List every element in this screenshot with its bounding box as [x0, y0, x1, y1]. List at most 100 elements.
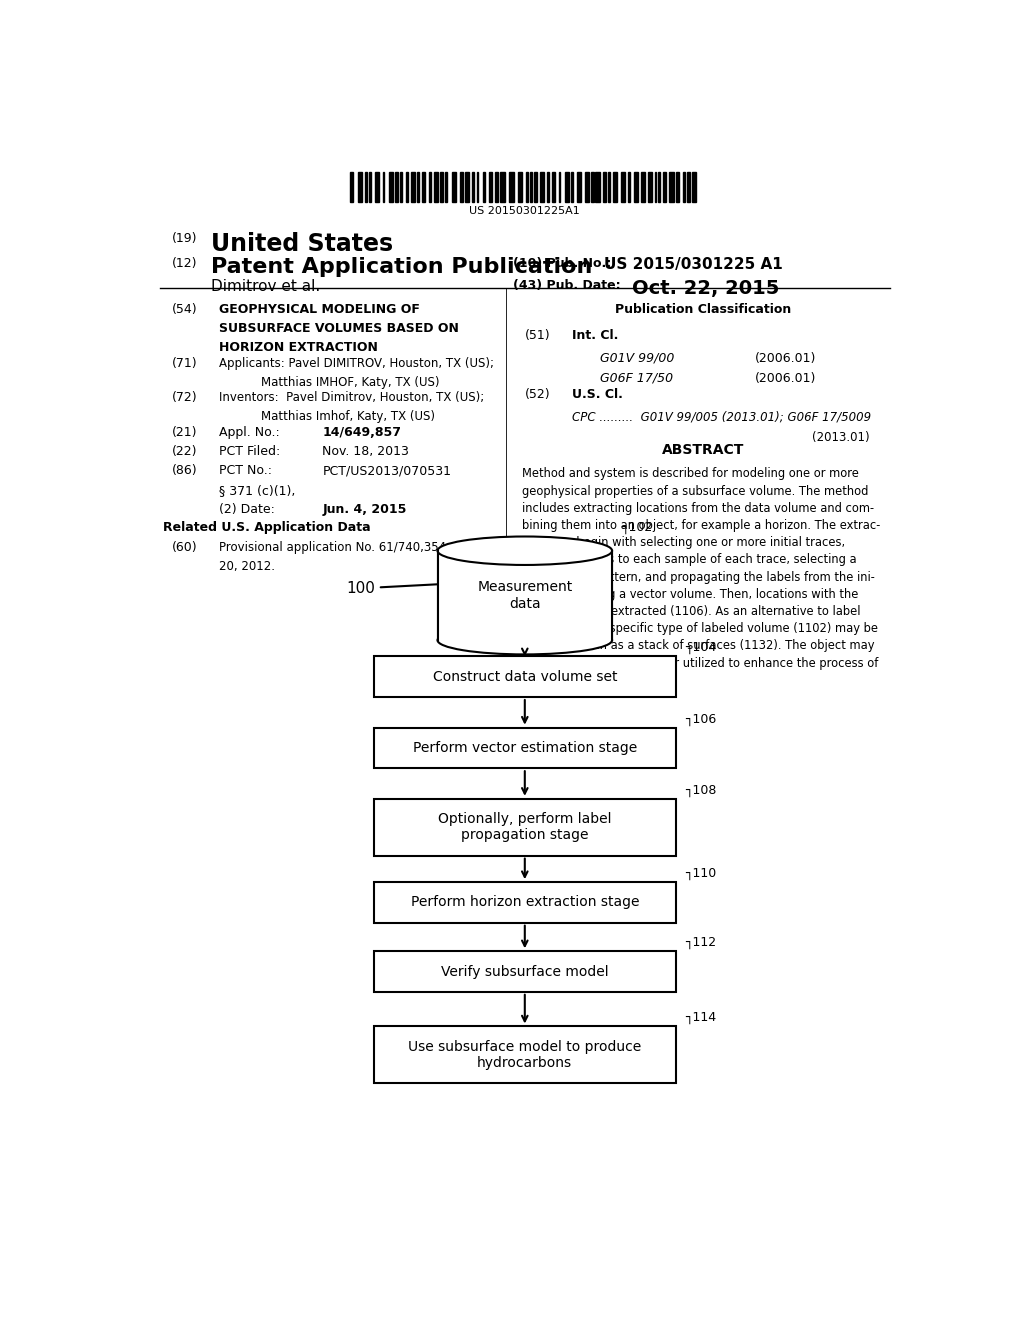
Text: PCT Filed:: PCT Filed: [219, 445, 281, 458]
Bar [565, 172, 569, 202]
Bar [553, 172, 555, 202]
Bar [540, 172, 544, 202]
Text: Oct. 22, 2015: Oct. 22, 2015 [632, 280, 779, 298]
Bar [429, 172, 431, 202]
Text: PCT/US2013/070531: PCT/US2013/070531 [323, 465, 452, 478]
Text: CPC .........  G01V 99/005 (2013.01); G06F 17/5009: CPC ......... G01V 99/005 (2013.01); G06… [572, 411, 871, 424]
Text: (22): (22) [172, 445, 198, 458]
Bar [648, 172, 651, 202]
Bar [365, 172, 367, 202]
Text: Matthias Imhof, Katy, TX (US): Matthias Imhof, Katy, TX (US) [261, 411, 435, 424]
Text: 14/649,857: 14/649,857 [323, 426, 401, 438]
Text: PCT No.:: PCT No.: [219, 465, 272, 478]
Bar [383, 172, 384, 202]
Bar [439, 172, 443, 202]
Bar [411, 172, 415, 202]
Text: (54): (54) [172, 302, 198, 315]
Text: SUBSURFACE VOLUMES BASED ON: SUBSURFACE VOLUMES BASED ON [219, 322, 459, 335]
FancyBboxPatch shape [374, 952, 676, 991]
Bar [559, 172, 560, 202]
Ellipse shape [437, 536, 612, 565]
Text: Measurement
data: Measurement data [477, 581, 572, 611]
Text: Related U.S. Application Data: Related U.S. Application Data [163, 521, 371, 535]
Text: (21): (21) [172, 426, 198, 438]
Bar [406, 172, 409, 202]
Text: U.S. Cl.: U.S. Cl. [572, 388, 624, 401]
Bar [683, 172, 685, 202]
Text: (2006.01): (2006.01) [755, 351, 816, 364]
Bar [395, 172, 397, 202]
Text: Patent Application Publication: Patent Application Publication [211, 257, 593, 277]
Bar [375, 172, 379, 202]
Bar [628, 172, 630, 202]
Bar [596, 172, 600, 202]
Bar [417, 172, 419, 202]
Text: 100: 100 [346, 581, 453, 595]
Bar [445, 172, 447, 202]
Bar [483, 172, 485, 202]
Text: Inventors:  Pavel Dimitrov, Houston, TX (US);: Inventors: Pavel Dimitrov, Houston, TX (… [219, 391, 484, 404]
Bar [434, 172, 438, 202]
Text: ┐104: ┐104 [685, 642, 717, 655]
Text: (2013.01): (2013.01) [812, 430, 870, 444]
Bar [658, 172, 659, 202]
Text: ┐112: ┐112 [685, 936, 716, 949]
Bar [518, 172, 521, 202]
Text: Jun. 4, 2015: Jun. 4, 2015 [323, 503, 407, 516]
Bar [465, 172, 469, 202]
Text: Matthias IMHOF, Katy, TX (US): Matthias IMHOF, Katy, TX (US) [261, 376, 440, 389]
Text: Method and system is described for modeling one or more
geophysical properties o: Method and system is described for model… [522, 467, 881, 686]
Text: (72): (72) [172, 391, 198, 404]
Bar [621, 172, 625, 202]
Bar [613, 172, 616, 202]
Text: Use subsurface model to produce
hydrocarbons: Use subsurface model to produce hydrocar… [409, 1040, 641, 1071]
Bar [489, 172, 492, 202]
Bar [578, 172, 581, 202]
Bar [641, 172, 645, 202]
Bar [687, 172, 689, 202]
Bar [692, 172, 696, 202]
Text: ┐114: ┐114 [685, 1011, 716, 1024]
Bar [547, 172, 549, 202]
Bar [526, 172, 528, 202]
Text: ┐108: ┐108 [685, 784, 717, 797]
Text: (2006.01): (2006.01) [755, 372, 816, 385]
Bar [501, 172, 505, 202]
Text: US 20150301225A1: US 20150301225A1 [469, 206, 581, 216]
Text: (60): (60) [172, 541, 198, 553]
Text: Perform vector estimation stage: Perform vector estimation stage [413, 741, 637, 755]
Text: Perform horizon extraction stage: Perform horizon extraction stage [411, 895, 639, 909]
Bar [603, 172, 606, 202]
Text: (71): (71) [172, 356, 198, 370]
Text: ABSTRACT: ABSTRACT [663, 444, 744, 457]
Bar [437, 550, 612, 640]
Bar [350, 172, 353, 202]
Bar [571, 172, 573, 202]
Text: Construct data volume set: Construct data volume set [432, 669, 617, 684]
Bar [535, 172, 538, 202]
Bar [422, 172, 425, 202]
Bar [461, 172, 463, 202]
Bar [654, 172, 656, 202]
Text: (10) Pub. No.:: (10) Pub. No.: [513, 257, 611, 271]
Bar [452, 172, 457, 202]
Bar [670, 172, 674, 202]
Text: GEOPHYSICAL MODELING OF: GEOPHYSICAL MODELING OF [219, 302, 420, 315]
FancyBboxPatch shape [374, 727, 676, 768]
FancyBboxPatch shape [374, 799, 676, 855]
Text: (52): (52) [524, 388, 551, 401]
Bar [509, 172, 514, 202]
Text: Int. Cl.: Int. Cl. [572, 329, 618, 342]
Text: (86): (86) [172, 465, 198, 478]
Text: ┐102: ┐102 [622, 521, 653, 535]
Bar [664, 172, 666, 202]
FancyBboxPatch shape [374, 882, 676, 923]
Text: (12): (12) [172, 257, 198, 271]
Bar [676, 172, 679, 202]
Bar [591, 172, 594, 202]
Text: US 2015/0301225 A1: US 2015/0301225 A1 [604, 257, 783, 272]
Bar [472, 172, 474, 202]
Ellipse shape [437, 626, 612, 655]
Text: G01V 99/00: G01V 99/00 [600, 351, 675, 364]
Text: Dimitrov et al.: Dimitrov et al. [211, 280, 321, 294]
